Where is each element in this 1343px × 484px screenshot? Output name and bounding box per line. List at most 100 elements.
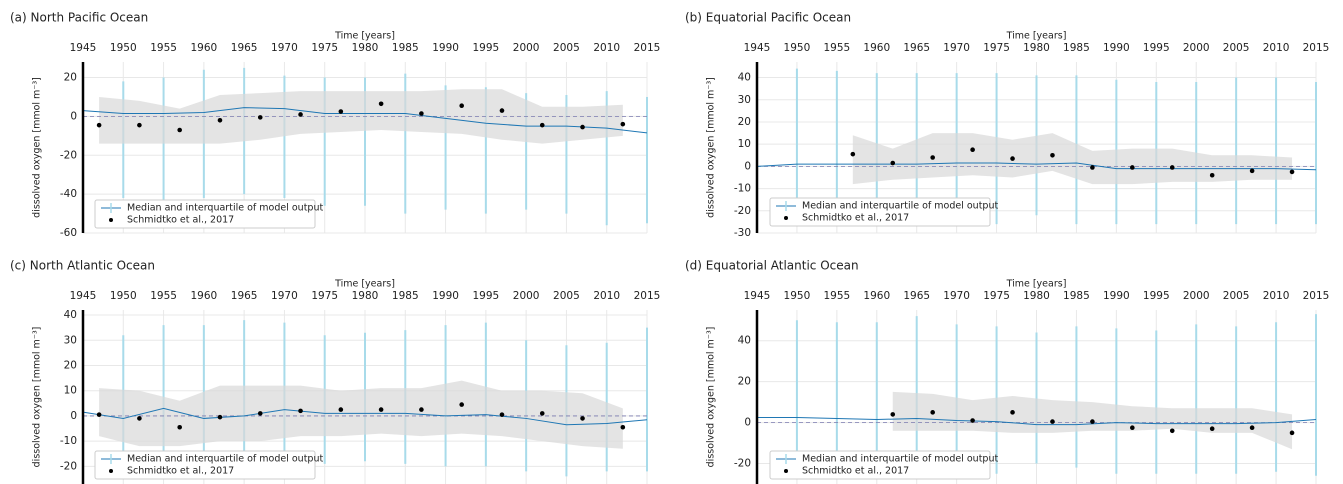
observation-point <box>96 412 102 417</box>
x-tick-label: 1985 <box>392 290 419 302</box>
panel: (b) Equatorial Pacific Ocean Time [years]… <box>685 11 1329 240</box>
legend-label: Median and interquartile of model output <box>127 454 323 465</box>
panel-title: (d) Equatorial Atlantic Ocean <box>685 259 859 273</box>
observation-point <box>1010 156 1015 161</box>
observation-point <box>217 117 223 123</box>
y-axis-label: dissolved oxygen [mmol m⁻³] <box>706 77 717 218</box>
observation-point <box>1249 425 1255 431</box>
x-tick-label: 1945 <box>70 290 97 302</box>
panel-title: (b) Equatorial Pacific Ocean <box>685 11 851 25</box>
x-tick-label: 1990 <box>1103 42 1130 54</box>
observation-point <box>1090 419 1095 424</box>
observation-point <box>1010 410 1015 415</box>
observation-point <box>96 122 102 128</box>
x-tick-label: 1990 <box>432 42 459 54</box>
x-tick-label: 1980 <box>1023 290 1050 302</box>
x-tick-label: 1955 <box>823 290 850 302</box>
y-tick-label: -20 <box>734 458 751 470</box>
y-tick-label: -20 <box>60 460 77 472</box>
legend-box <box>769 450 991 480</box>
legend-box <box>769 197 991 227</box>
x-tick-label: 1955 <box>823 42 850 54</box>
x-axis-label: Time [years] <box>334 279 395 290</box>
y-tick-label: -40 <box>60 188 77 200</box>
y-tick-label: 20 <box>64 72 77 84</box>
observation-point <box>580 124 585 130</box>
y-tick-label: 0 <box>744 160 751 172</box>
x-tick-label: 2015 <box>634 290 661 302</box>
x-tick-label: 1970 <box>943 42 970 54</box>
observation-point <box>257 411 263 416</box>
legend: Median and interquartile of model output… <box>94 450 323 480</box>
x-tick-label: 1975 <box>983 290 1010 302</box>
x-tick-label: 2010 <box>593 42 620 54</box>
interquartile-band <box>99 89 623 144</box>
observation-point <box>1289 169 1295 175</box>
y-tick-label: 0 <box>70 110 77 122</box>
observation-point <box>930 155 935 160</box>
legend-label: Schmidtko et al., 2017 <box>127 466 234 477</box>
observation-point <box>1209 426 1215 432</box>
y-tick-label: -30 <box>734 227 751 239</box>
x-tick-label: 2015 <box>1303 42 1330 54</box>
observation-point <box>620 424 626 430</box>
legend-label: Median and interquartile of model output <box>802 201 998 212</box>
y-tick-label: 30 <box>738 94 751 106</box>
observation-point <box>419 407 424 412</box>
x-tick-label: 1980 <box>1023 42 1050 54</box>
x-tick-label: 1970 <box>271 290 298 302</box>
x-tick-label: 1955 <box>150 42 177 54</box>
x-tick-label: 1950 <box>110 290 137 302</box>
model-median <box>82 407 648 426</box>
panel-title: (c) North Atlantic Ocean <box>10 259 155 273</box>
x-tick-label: 1995 <box>472 290 499 302</box>
observation-point <box>177 424 182 430</box>
observation-point <box>137 122 142 128</box>
y-tick-label: 10 <box>738 138 751 150</box>
x-tick-label: 1970 <box>271 42 298 54</box>
legend-label: Schmidtko et al., 2017 <box>802 466 909 477</box>
x-tick-label: 1980 <box>352 42 379 54</box>
observation-point <box>580 416 585 421</box>
observation-point <box>177 127 182 133</box>
observation-point <box>620 121 626 127</box>
x-tick-label: 1965 <box>231 42 258 54</box>
model-median <box>757 416 1317 426</box>
legend-dot <box>784 469 788 473</box>
observation-point <box>499 412 505 417</box>
observation-point <box>257 115 263 120</box>
x-tick-label: 1990 <box>432 290 459 302</box>
observation-point <box>1130 165 1135 170</box>
x-tick-label: 2010 <box>593 290 620 302</box>
y-tick-label: -20 <box>60 149 77 161</box>
observation-point <box>499 108 505 113</box>
x-tick-label: 1985 <box>1063 42 1090 54</box>
x-tick-label: 2000 <box>513 290 540 302</box>
interquartile-band <box>99 380 623 449</box>
x-tick-label: 2010 <box>1263 42 1290 54</box>
observation-point <box>1090 165 1095 170</box>
observation-point <box>137 416 142 421</box>
x-tick-label: 1960 <box>190 42 217 54</box>
y-tick-label: 40 <box>738 335 751 347</box>
interquartile-band <box>852 133 1293 185</box>
observation-point <box>1050 419 1055 424</box>
legend-box <box>94 199 316 229</box>
x-tick-label: 2015 <box>1303 290 1330 302</box>
observation-point <box>970 147 975 153</box>
x-tick-label: 1980 <box>352 290 379 302</box>
x-tick-label: 2000 <box>1183 290 1210 302</box>
y-tick-label: -20 <box>734 205 751 217</box>
x-tick-label: 1955 <box>150 290 177 302</box>
x-tick-label: 1950 <box>784 42 811 54</box>
x-tick-label: 1995 <box>472 42 499 54</box>
y-tick-label: 30 <box>64 334 77 346</box>
observation-point <box>338 109 344 114</box>
observation-point <box>1289 430 1295 436</box>
observation-point <box>539 411 545 416</box>
model-median <box>82 107 648 134</box>
observation-point <box>1249 168 1255 174</box>
x-tick-label: 1965 <box>903 42 930 54</box>
y-tick-label: 40 <box>738 72 751 84</box>
